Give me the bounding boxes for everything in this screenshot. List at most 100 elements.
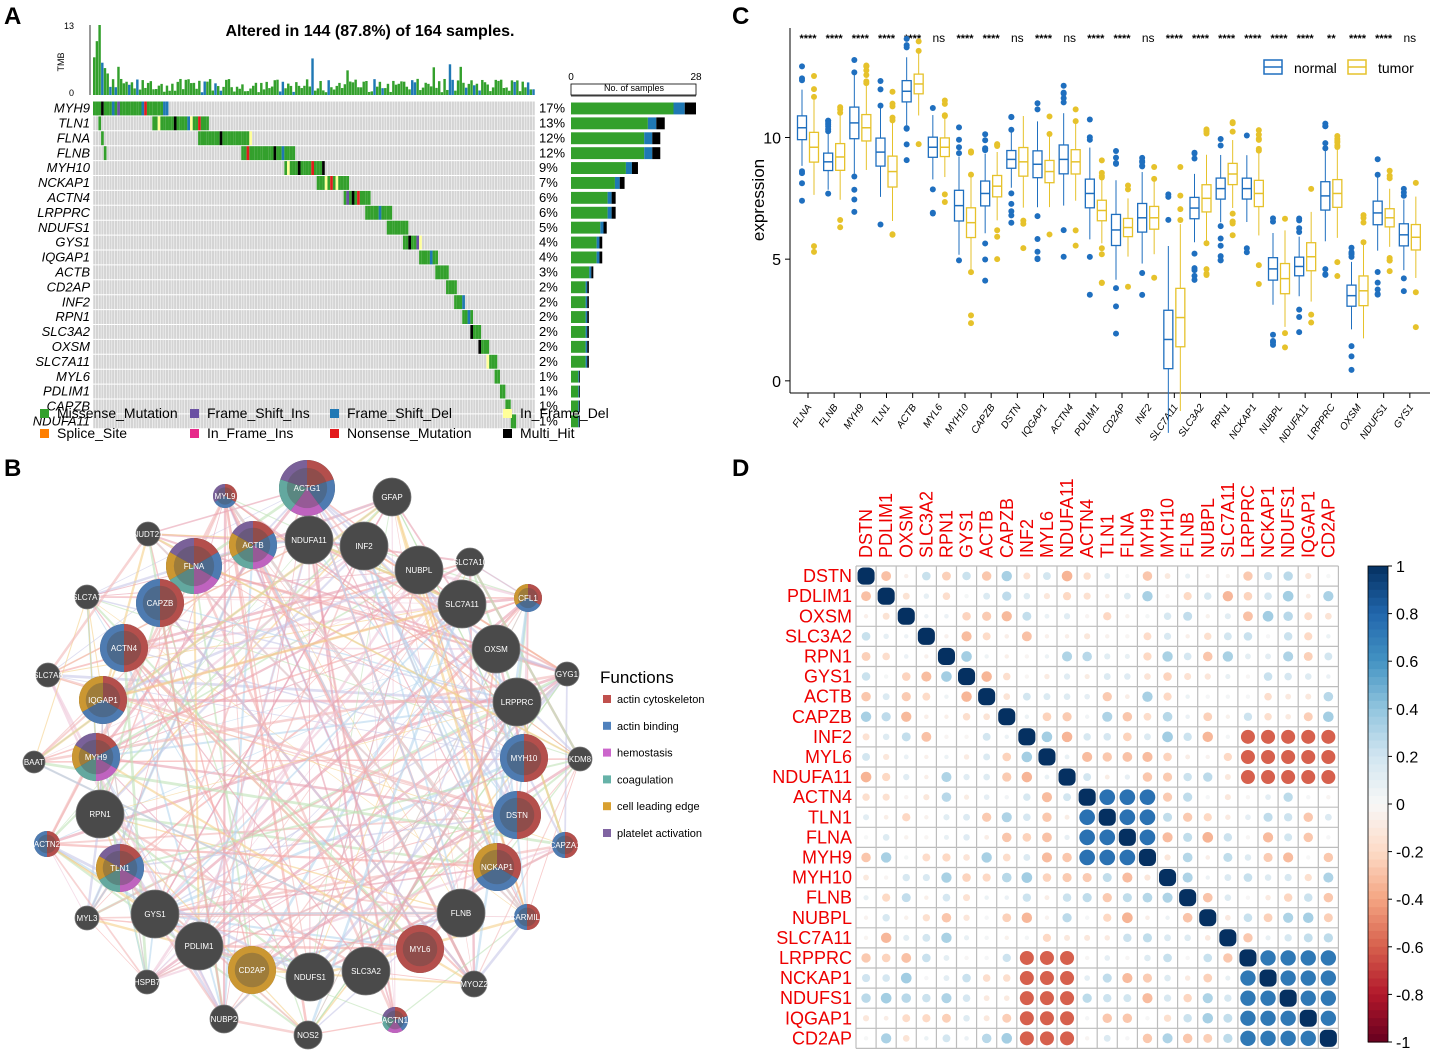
box-outlier <box>1334 133 1341 140</box>
mutation-cell <box>300 161 304 175</box>
network-edge <box>98 602 162 815</box>
corr-col-label-ndufa11: NDUFA11 <box>1057 478 1077 558</box>
corr-circle <box>1143 632 1152 641</box>
network-edge <box>146 561 471 983</box>
corr-circle <box>1002 591 1012 601</box>
corr-circle <box>941 993 952 1004</box>
network-edge <box>394 916 528 1021</box>
network-edge <box>192 565 201 947</box>
corr-circle <box>1102 873 1112 883</box>
mutation-cell <box>381 205 385 220</box>
corr-circle <box>1183 792 1193 802</box>
corr-circle <box>963 754 970 760</box>
mutation-cell <box>451 280 455 295</box>
sample-count-bar <box>571 162 626 174</box>
corr-circle <box>1083 773 1092 782</box>
corr-circle <box>922 692 931 701</box>
network-edge <box>123 568 420 650</box>
box-outlier <box>1113 148 1119 155</box>
corr-circle <box>1162 772 1173 782</box>
box-outlier <box>1322 140 1329 147</box>
tmb-bar <box>378 81 382 95</box>
corr-circle <box>1102 711 1113 722</box>
network-edge <box>460 648 497 914</box>
corr-circle <box>1064 834 1070 840</box>
corr-circle <box>941 792 952 802</box>
mutation-cell <box>211 131 215 146</box>
tmb-bar <box>192 82 196 95</box>
corr-circle <box>1119 849 1136 866</box>
x-tick-label-myh10: MYH10 <box>943 402 971 436</box>
box-outlier <box>956 144 962 151</box>
corr-circle <box>1103 993 1112 1003</box>
node-core <box>216 487 234 505</box>
corr-circle <box>1144 733 1151 741</box>
mutation-cell <box>357 190 360 205</box>
corr-circle <box>982 732 991 741</box>
sample-count-bar <box>571 385 579 398</box>
box-outlier <box>994 227 1001 234</box>
gene-label-flnb: FLNB <box>57 145 91 160</box>
node-label-inf2: INF2 <box>355 542 373 551</box>
mutation-cell <box>349 190 352 205</box>
box-outlier <box>1191 155 1198 162</box>
corr-circle <box>1205 754 1210 760</box>
colorbar-segment <box>1368 1034 1388 1043</box>
colorbar-segment <box>1368 796 1388 805</box>
mutation-cell <box>203 131 207 146</box>
node-function-slice <box>253 533 277 557</box>
corr-circle <box>882 612 890 620</box>
corr-row-label-iqgap1: IQGAP1 <box>785 1008 852 1028</box>
mutation-cell <box>98 101 102 116</box>
box-outlier <box>799 75 805 82</box>
corr-circle <box>1004 734 1009 740</box>
corr-circle <box>1104 955 1111 961</box>
corr-circle <box>1099 829 1116 846</box>
corr-circle <box>1142 993 1153 1004</box>
corr-circle <box>1103 612 1112 621</box>
corr-circle <box>1183 611 1193 621</box>
tmb-bar <box>497 80 500 95</box>
box-outlier <box>1308 311 1315 318</box>
box-outlier <box>1139 163 1146 170</box>
corr-circle <box>1283 893 1293 902</box>
corr-circle <box>1326 634 1331 639</box>
box-outlier <box>1113 154 1119 161</box>
mutation-cell <box>287 146 290 161</box>
corr-circle <box>1084 673 1090 680</box>
corr-circle <box>1223 953 1233 963</box>
corr-circle <box>1283 852 1294 863</box>
box-outlier <box>1400 185 1407 192</box>
corr-circle <box>964 1036 969 1041</box>
corr-circle <box>883 875 889 880</box>
legend-swatch <box>330 409 339 418</box>
corr-row-label-flnb: FLNB <box>806 888 852 908</box>
corr-circle <box>1225 573 1231 579</box>
corr-circle <box>1245 653 1251 660</box>
corr-circle <box>942 1034 951 1043</box>
corr-circle <box>961 651 972 662</box>
colorbar-segment <box>1368 954 1388 964</box>
corr-circle <box>1223 1033 1233 1043</box>
mutation-cell <box>157 116 161 131</box>
corr-circle <box>1061 570 1073 582</box>
sample-count-bar <box>571 251 597 264</box>
network-edge <box>473 758 581 985</box>
node-function-slice <box>75 757 96 781</box>
node-core <box>102 850 138 886</box>
box-outlier <box>851 69 858 76</box>
corr-circle <box>863 874 869 881</box>
corr-circle <box>1044 673 1050 680</box>
mutation-cell <box>219 131 223 146</box>
box-outlier <box>1322 266 1329 273</box>
tmb-bar <box>464 87 468 95</box>
mutation-cell <box>222 131 226 146</box>
box-outlier <box>1072 242 1079 249</box>
corr-circle <box>1184 934 1191 942</box>
corr-diagonal-cell <box>1219 929 1237 947</box>
node-gfap <box>372 477 412 517</box>
mutation-cell <box>319 161 323 175</box>
corr-circle <box>1023 592 1031 600</box>
corr-circle <box>1162 651 1173 662</box>
corr-circle <box>861 691 871 702</box>
